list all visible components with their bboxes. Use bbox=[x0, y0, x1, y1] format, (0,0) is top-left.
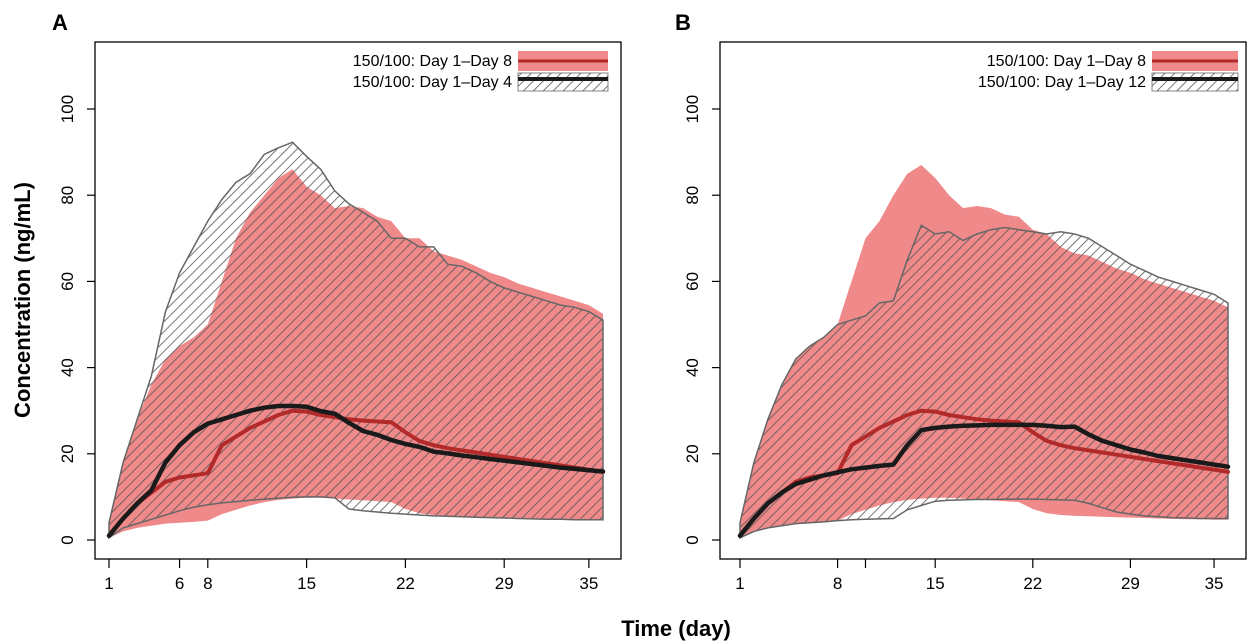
legend-a: 150/100: Day 1–Day 8 150/100: Day 1–Day … bbox=[353, 51, 609, 92]
x-tick-label-b-3: 15 bbox=[926, 574, 945, 593]
x-axis-b: 1 8 15 22 29 35 bbox=[735, 559, 1224, 593]
x-axis-title: Time (day) bbox=[621, 616, 731, 641]
y-axis-title: Concentration (ng/mL) bbox=[10, 182, 35, 418]
y-tick-label-b-4: 80 bbox=[683, 186, 702, 205]
legend-label-b-2: 150/100: Day 1–Day 12 bbox=[978, 74, 1146, 91]
legend-b: 150/100: Day 1–Day 8 150/100: Day 1–Day … bbox=[978, 51, 1239, 92]
y-tick-label-a-1: 20 bbox=[58, 444, 77, 463]
x-tick-label-a-4: 22 bbox=[396, 574, 415, 593]
y-tick-label-b-0: 0 bbox=[683, 535, 702, 544]
y-axis-a: 0 20 40 60 80 100 bbox=[58, 95, 95, 545]
x-tick-label-a-3: 15 bbox=[297, 574, 316, 593]
median-line-red-a bbox=[107, 408, 605, 538]
y-tick-label-a-5: 100 bbox=[58, 95, 77, 123]
x-tick-label-b-5: 29 bbox=[1121, 574, 1140, 593]
legend-label-a-1: 150/100: Day 1–Day 8 bbox=[353, 53, 512, 70]
median-line-black-b bbox=[737, 422, 1231, 538]
legend-swatch-hatch-b-2 bbox=[1151, 72, 1239, 92]
panel-letter-a: A bbox=[52, 10, 68, 35]
plot-area-a bbox=[106, 141, 606, 540]
y-tick-label-a-0: 0 bbox=[58, 535, 77, 544]
x-tick-label-a-6: 35 bbox=[579, 574, 598, 593]
y-tick-label-a-2: 40 bbox=[58, 358, 77, 377]
median-line-black-a bbox=[106, 403, 606, 538]
legend-label-b-1: 150/100: Day 1–Day 8 bbox=[987, 53, 1146, 70]
panel-b: B 0 20 40 60 80 100 1 8 15 22 29 35 150/100: Day 1… bbox=[675, 10, 1247, 593]
band-hatched-b bbox=[739, 224, 1229, 539]
plot-frame-a bbox=[94, 41, 622, 560]
y-tick-label-b-1: 20 bbox=[683, 444, 702, 463]
x-tick-label-b-4: 22 bbox=[1023, 574, 1042, 593]
x-tick-label-a-2: 8 bbox=[203, 574, 212, 593]
x-axis-a: 1 6 8 15 22 29 35 bbox=[104, 559, 598, 593]
x-tick-label-b-0: 1 bbox=[735, 574, 744, 593]
x-tick-label-a-0: 1 bbox=[104, 574, 113, 593]
legend-label-a-2: 150/100: Day 1–Day 4 bbox=[353, 74, 512, 91]
plot-area-b bbox=[737, 165, 1231, 539]
x-tick-label-a-5: 29 bbox=[495, 574, 514, 593]
panel-letter-b: B bbox=[675, 10, 691, 35]
x-tick-label-b-6: 35 bbox=[1205, 574, 1224, 593]
y-tick-label-a-4: 80 bbox=[58, 186, 77, 205]
y-tick-label-b-5: 100 bbox=[683, 95, 702, 123]
legend-swatch-hatch-a-2 bbox=[517, 72, 609, 92]
y-tick-label-b-3: 60 bbox=[683, 272, 702, 291]
panel-a: A 0 20 40 60 80 100 1 6 8 15 22 29 35 150/100: Day … bbox=[52, 10, 622, 593]
y-tick-label-a-3: 60 bbox=[58, 272, 77, 291]
x-tick-label-a-1: 6 bbox=[175, 574, 184, 593]
y-tick-label-b-2: 40 bbox=[683, 358, 702, 377]
x-tick-label-b-1: 8 bbox=[833, 574, 842, 593]
plot-frame-b bbox=[719, 41, 1247, 560]
y-axis-b: 0 20 40 60 80 100 bbox=[683, 95, 720, 545]
